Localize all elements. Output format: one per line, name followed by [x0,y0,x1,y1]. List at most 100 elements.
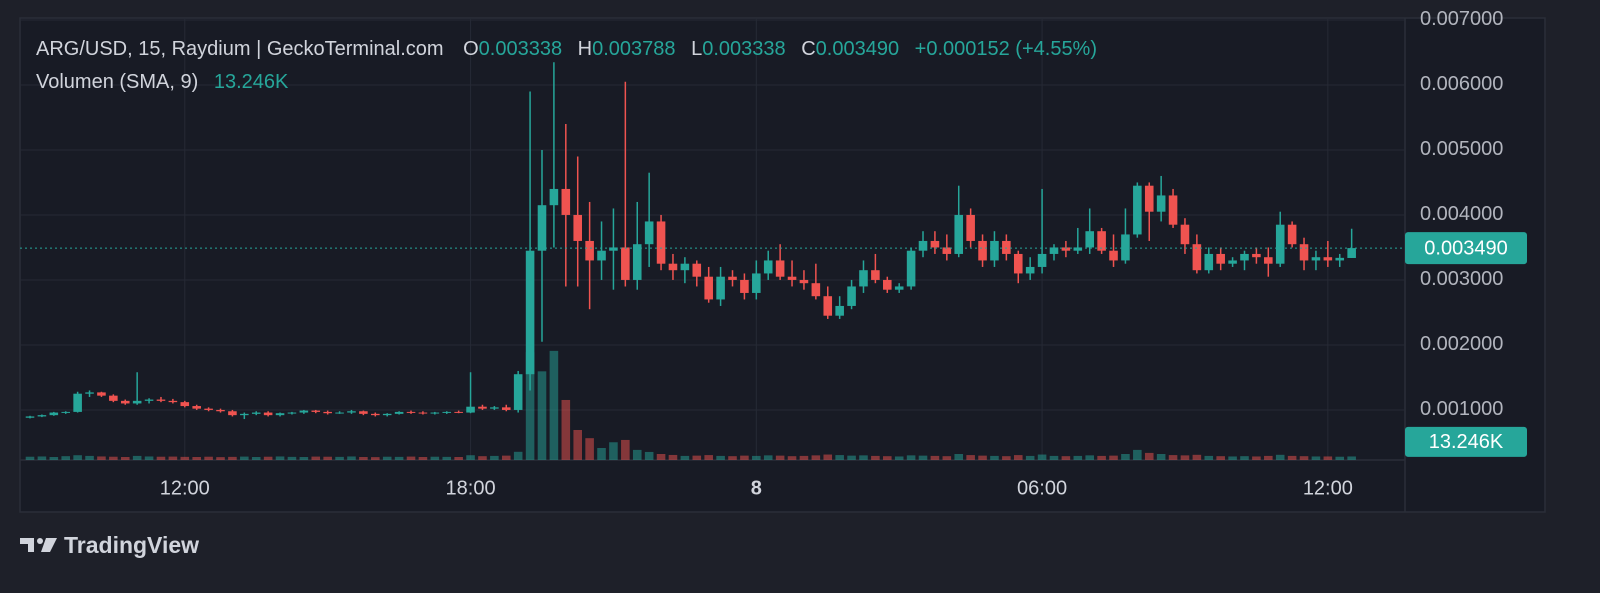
volume-bar [85,455,94,460]
candle-body [609,247,618,251]
candle-body [168,400,178,403]
volume-layer [25,350,1356,460]
volume-sma-label: 13.246K [1429,431,1504,453]
volume-bar [811,455,821,460]
candle-body [1121,234,1130,261]
volume-bar [37,456,47,460]
volume-bar [787,456,797,460]
candle-body [811,283,821,297]
candle-body [323,411,332,414]
high-label: H [578,38,592,60]
volume-bar [894,456,904,460]
volume-bar [311,456,321,460]
volume-bar [382,456,392,460]
close-label: C [801,38,815,60]
volume-bar [573,429,583,460]
volume-bar [1264,455,1273,460]
volume-bar [609,442,618,460]
candle-body [466,406,475,413]
candle-body [1252,253,1261,258]
candle-body [1299,244,1309,261]
volume-bar [1347,456,1356,460]
volume-bar [1287,455,1297,460]
volume-bar [835,455,844,460]
candle-body [180,402,190,407]
volume-bar [1073,455,1083,460]
volume-bar [132,455,142,460]
y-tick-label: 0.007000 [1420,8,1503,30]
volume-bar [1025,455,1035,460]
symbol: ARG/USD, 15, Raydium | GeckoTerminal.com [36,38,444,60]
volume-bar [597,447,606,460]
candle-body [251,412,261,414]
axes-layer: 0.001000 0.002000 0.003000 0.004000 0.005000… [20,8,1527,499]
volume-bar [144,456,154,460]
candle-body [728,276,737,280]
volume-bar [335,456,344,460]
candle-body [906,250,916,287]
candle-body [573,214,583,241]
last-price-box [1405,232,1527,265]
candle-body [97,392,106,396]
candle-body [1144,185,1154,212]
volume-bar [763,455,773,460]
open-value: 0.003338 [479,38,562,60]
candle-body [49,412,59,416]
candle-body [883,279,892,290]
y-tick-label: 0.005000 [1420,138,1503,160]
candle-body [1204,253,1214,271]
volume-bar [1002,456,1011,460]
candle-body [1311,257,1321,261]
volume-bar [990,455,999,460]
logo-part [41,538,57,552]
volume-bar [192,456,201,460]
x-tick-label: 12:00 [1303,477,1353,499]
candle-body [240,413,249,416]
candle-body [287,412,297,414]
volume-bar [549,350,559,460]
volume-legend: Volumen (SMA, 9) 13.246K [36,71,289,93]
candle-body [1335,257,1345,261]
candle-body [25,416,35,418]
candle-body [1133,185,1142,235]
volume-bar [1097,455,1106,460]
candle-body [1168,195,1178,225]
candle-body [120,400,130,404]
volume-bar [1061,456,1071,460]
candle-body [394,411,404,414]
change: +0.000152 (+4.55%) [915,38,1097,60]
volume-bar [49,456,59,460]
high-value: 0.003788 [592,38,675,60]
volume-bar [906,455,916,460]
y-tick-label: 0.002000 [1420,333,1503,355]
y-tick-label: 0.004000 [1420,203,1503,225]
volume-bar [1192,454,1202,460]
candle-body [144,399,154,401]
candle-body [716,276,725,300]
candle-body [1287,224,1297,245]
x-tick-label: 06:00 [1017,477,1067,499]
candle-body [525,250,535,375]
volume-bar [978,455,987,460]
volume-bar [323,456,332,460]
volume-bar [954,453,964,460]
candle-body [978,240,987,261]
candle-body [597,250,606,261]
candle-body [61,411,71,413]
volume-bar [966,455,975,460]
candle-body [763,260,773,274]
volume-bar [1049,455,1059,460]
candle-body [942,247,952,254]
logo-part [37,538,43,544]
last-price-label: 0.003490 [1424,237,1507,259]
volume-bar [97,456,106,460]
volume-bar [1144,452,1154,460]
low-value: 0.003338 [702,38,785,60]
candle-body [430,412,440,414]
volume-bar [728,456,737,460]
candle-body [478,406,487,409]
candle-body [1228,260,1237,264]
volume-bar [501,455,511,460]
candle-body [585,240,594,261]
candle-body [1347,248,1356,258]
